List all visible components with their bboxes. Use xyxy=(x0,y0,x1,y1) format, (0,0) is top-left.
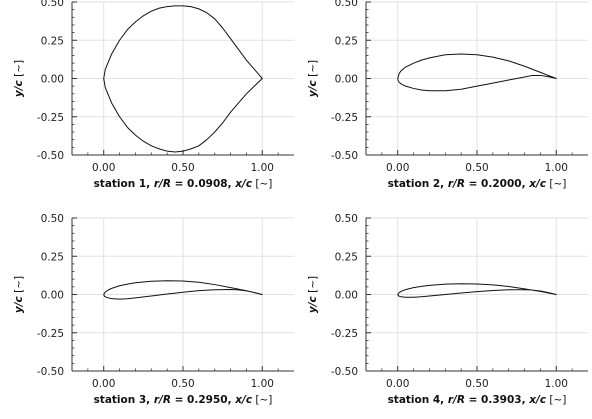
x-axis-label: station 2, r/R = 0.2000, x/c [~] xyxy=(388,178,567,190)
y-tick-label: -0.25 xyxy=(37,328,64,340)
airfoil-profile-line xyxy=(397,283,557,298)
y-axis-label: y/c [~] xyxy=(13,276,25,313)
y-axis-label: y/c [~] xyxy=(307,60,319,97)
x-tick-label: 0.50 xyxy=(171,162,194,174)
subplot-1: 0.00 0.50 1.00 0.50 0.25 0.00 -0.25 -0.50 statio… xyxy=(13,0,294,190)
y-tick-label: 0.00 xyxy=(41,290,64,302)
y-axis-label: y/c [~] xyxy=(307,276,319,313)
x-axis-label: station 1, r/R = 0.0908, x/c [~] xyxy=(94,178,273,190)
y-tick-label: -0.50 xyxy=(331,150,358,162)
x-tick-label: 1.00 xyxy=(545,378,568,390)
airfoil-profile-line xyxy=(103,280,263,300)
y-tick-label: 0.25 xyxy=(335,35,358,47)
y-tick-label: 0.50 xyxy=(41,0,64,9)
x-axis-label: station 3, r/R = 0.2950, x/c [~] xyxy=(94,394,273,406)
airfoil-profile-line xyxy=(397,53,557,92)
x-tick-label: 0.00 xyxy=(386,162,409,174)
y-tick-label: 0.25 xyxy=(41,35,64,47)
y-tick-label: 0.00 xyxy=(335,290,358,302)
x-tick-label: 0.50 xyxy=(465,162,488,174)
airfoil-profile-line xyxy=(103,5,263,153)
y-tick-label: 0.25 xyxy=(41,251,64,263)
x-tick-label: 0.00 xyxy=(92,378,115,390)
y-tick-label: -0.25 xyxy=(331,112,358,124)
x-tick-label: 1.00 xyxy=(251,162,274,174)
y-tick-label: 0.50 xyxy=(335,0,358,9)
y-tick-label: 0.00 xyxy=(41,74,64,86)
subplot-4: 0.00 0.50 1.00 0.50 0.25 0.00 -0.25 -0.50 statio… xyxy=(307,213,588,406)
x-tick-label: 1.00 xyxy=(545,162,568,174)
y-tick-label: -0.25 xyxy=(331,328,358,340)
y-tick-label: 0.00 xyxy=(335,74,358,86)
y-tick-label: -0.50 xyxy=(37,150,64,162)
x-tick-label: 1.00 xyxy=(251,378,274,390)
x-tick-label: 0.00 xyxy=(92,162,115,174)
subplot-3: 0.00 0.50 1.00 0.50 0.25 0.00 -0.25 -0.50 statio… xyxy=(13,213,294,406)
x-tick-label: 0.50 xyxy=(465,378,488,390)
x-axis-label: station 4, r/R = 0.3903, x/c [~] xyxy=(388,394,567,406)
y-tick-label: -0.25 xyxy=(37,112,64,124)
y-axis-label: y/c [~] xyxy=(13,60,25,97)
y-tick-label: 0.50 xyxy=(41,213,64,225)
subplot-2: 0.00 0.50 1.00 0.50 0.25 0.00 -0.25 -0.50 statio… xyxy=(307,0,588,190)
y-tick-label: -0.50 xyxy=(37,366,64,378)
y-tick-label: 0.50 xyxy=(335,213,358,225)
x-tick-label: 0.00 xyxy=(386,378,409,390)
x-tick-label: 0.50 xyxy=(171,378,194,390)
y-tick-label: 0.25 xyxy=(335,251,358,263)
y-tick-label: -0.50 xyxy=(331,366,358,378)
